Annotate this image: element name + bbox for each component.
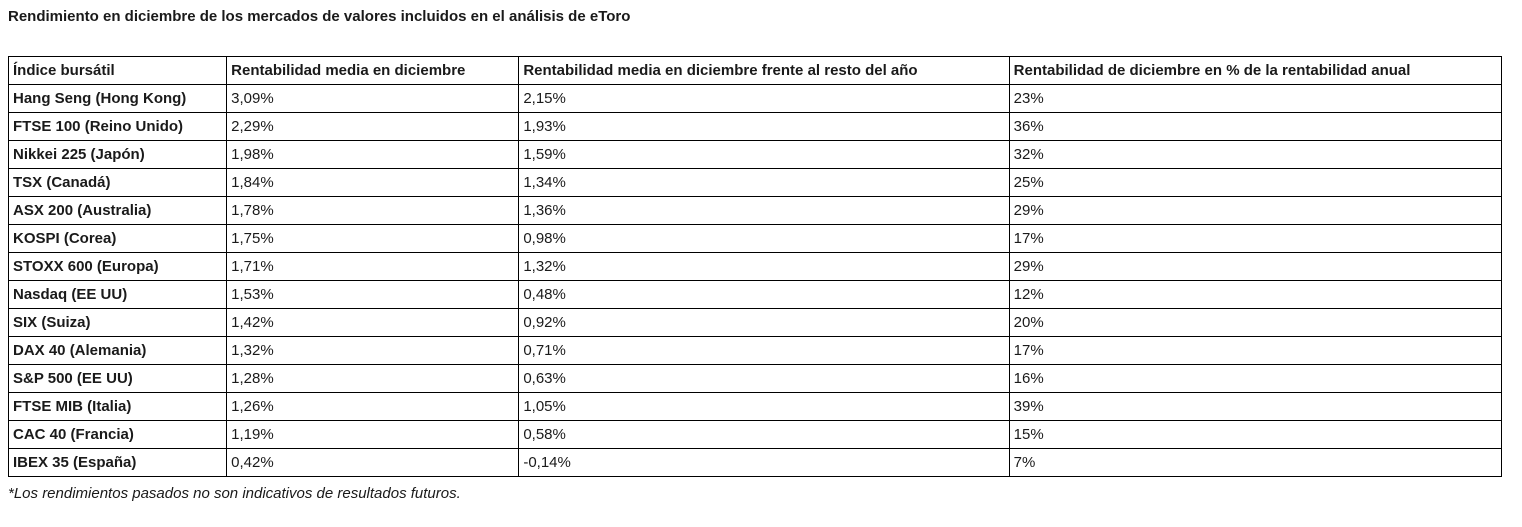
value-cell: 17% bbox=[1008, 224, 1503, 253]
value-cell: 2,29% bbox=[226, 112, 520, 141]
column-header-avg-december-return: Rentabilidad media en diciembre bbox=[226, 56, 520, 85]
value-cell: 2,15% bbox=[518, 84, 1010, 113]
value-cell: 0,58% bbox=[518, 420, 1010, 449]
disclaimer-footnote: *Los rendimientos pasados no son indicat… bbox=[8, 485, 461, 502]
index-name-cell: FTSE 100 (Reino Unido) bbox=[7, 112, 228, 141]
value-cell: 29% bbox=[1008, 196, 1503, 225]
value-cell: 1,32% bbox=[518, 252, 1010, 281]
table-body: Hang Seng (Hong Kong) 3,09% 2,15% 23% FTSE 1… bbox=[7, 84, 1503, 477]
value-cell: 20% bbox=[1008, 308, 1503, 337]
value-cell: 7% bbox=[1008, 448, 1503, 477]
value-cell: 1,26% bbox=[226, 392, 520, 421]
index-name-cell: DAX 40 (Alemania) bbox=[7, 336, 228, 365]
table-row: CAC 40 (Francia) 1,19% 0,58% 15% bbox=[7, 420, 1503, 449]
value-cell: 0,92% bbox=[518, 308, 1010, 337]
index-name-cell: KOSPI (Corea) bbox=[7, 224, 228, 253]
value-cell: 17% bbox=[1008, 336, 1503, 365]
value-cell: 0,42% bbox=[226, 448, 520, 477]
index-name-cell: IBEX 35 (España) bbox=[7, 448, 228, 477]
table-row: Nikkei 225 (Japón) 1,98% 1,59% 32% bbox=[7, 140, 1503, 169]
value-cell: 0,98% bbox=[518, 224, 1010, 253]
value-cell: 32% bbox=[1008, 140, 1503, 169]
table-header-row: Índice bursátil Rentabilidad media en di… bbox=[7, 56, 1503, 85]
table-row: IBEX 35 (España) 0,42% -0,14% 7% bbox=[7, 448, 1503, 477]
value-cell: 1,84% bbox=[226, 168, 520, 197]
value-cell: 3,09% bbox=[226, 84, 520, 113]
table-row: SIX (Suiza) 1,42% 0,92% 20% bbox=[7, 308, 1503, 337]
index-name-cell: SIX (Suiza) bbox=[7, 308, 228, 337]
index-name-cell: TSX (Canadá) bbox=[7, 168, 228, 197]
value-cell: 1,36% bbox=[518, 196, 1010, 225]
value-cell: 1,75% bbox=[226, 224, 520, 253]
value-cell: 1,78% bbox=[226, 196, 520, 225]
index-name-cell: Hang Seng (Hong Kong) bbox=[7, 84, 228, 113]
index-name-cell: Nasdaq (EE UU) bbox=[7, 280, 228, 309]
value-cell: 23% bbox=[1008, 84, 1503, 113]
index-name-cell: CAC 40 (Francia) bbox=[7, 420, 228, 449]
value-cell: 1,98% bbox=[226, 140, 520, 169]
table-header: Índice bursátil Rentabilidad media en di… bbox=[7, 56, 1503, 85]
column-header-vs-rest-of-year: Rentabilidad media en diciembre frente a… bbox=[518, 56, 1010, 85]
value-cell: 1,42% bbox=[226, 308, 520, 337]
value-cell: 1,53% bbox=[226, 280, 520, 309]
table-row: Nasdaq (EE UU) 1,53% 0,48% 12% bbox=[7, 280, 1503, 309]
table-row: FTSE MIB (Italia) 1,26% 1,05% 39% bbox=[7, 392, 1503, 421]
value-cell: 12% bbox=[1008, 280, 1503, 309]
value-cell: 1,71% bbox=[226, 252, 520, 281]
value-cell: 36% bbox=[1008, 112, 1503, 141]
value-cell: 25% bbox=[1008, 168, 1503, 197]
table-row: FTSE 100 (Reino Unido) 2,29% 1,93% 36% bbox=[7, 112, 1503, 141]
index-name-cell: STOXX 600 (Europa) bbox=[7, 252, 228, 281]
table-row: S&P 500 (EE UU) 1,28% 0,63% 16% bbox=[7, 364, 1503, 393]
index-name-cell: ASX 200 (Australia) bbox=[7, 196, 228, 225]
december-returns-table: Índice bursátil Rentabilidad media en di… bbox=[7, 56, 1503, 477]
value-cell: -0,14% bbox=[518, 448, 1010, 477]
value-cell: 1,93% bbox=[518, 112, 1010, 141]
value-cell: 1,19% bbox=[226, 420, 520, 449]
value-cell: 1,28% bbox=[226, 364, 520, 393]
value-cell: 1,05% bbox=[518, 392, 1010, 421]
table-row: TSX (Canadá) 1,84% 1,34% 25% bbox=[7, 168, 1503, 197]
index-name-cell: FTSE MIB (Italia) bbox=[7, 392, 228, 421]
value-cell: 39% bbox=[1008, 392, 1503, 421]
value-cell: 0,71% bbox=[518, 336, 1010, 365]
table-row: STOXX 600 (Europa) 1,71% 1,32% 29% bbox=[7, 252, 1503, 281]
value-cell: 0,48% bbox=[518, 280, 1010, 309]
page-title: Rendimiento en diciembre de los mercados… bbox=[8, 8, 631, 25]
value-cell: 16% bbox=[1008, 364, 1503, 393]
column-header-pct-of-annual-return: Rentabilidad de diciembre en % de la ren… bbox=[1008, 56, 1503, 85]
index-name-cell: S&P 500 (EE UU) bbox=[7, 364, 228, 393]
value-cell: 1,34% bbox=[518, 168, 1010, 197]
value-cell: 29% bbox=[1008, 252, 1503, 281]
value-cell: 15% bbox=[1008, 420, 1503, 449]
table-row: Hang Seng (Hong Kong) 3,09% 2,15% 23% bbox=[7, 84, 1503, 113]
index-name-cell: Nikkei 225 (Japón) bbox=[7, 140, 228, 169]
column-header-index: Índice bursátil bbox=[7, 56, 228, 85]
table-row: DAX 40 (Alemania) 1,32% 0,71% 17% bbox=[7, 336, 1503, 365]
value-cell: 1,32% bbox=[226, 336, 520, 365]
value-cell: 1,59% bbox=[518, 140, 1010, 169]
value-cell: 0,63% bbox=[518, 364, 1010, 393]
table-row: ASX 200 (Australia) 1,78% 1,36% 29% bbox=[7, 196, 1503, 225]
table-row: KOSPI (Corea) 1,75% 0,98% 17% bbox=[7, 224, 1503, 253]
